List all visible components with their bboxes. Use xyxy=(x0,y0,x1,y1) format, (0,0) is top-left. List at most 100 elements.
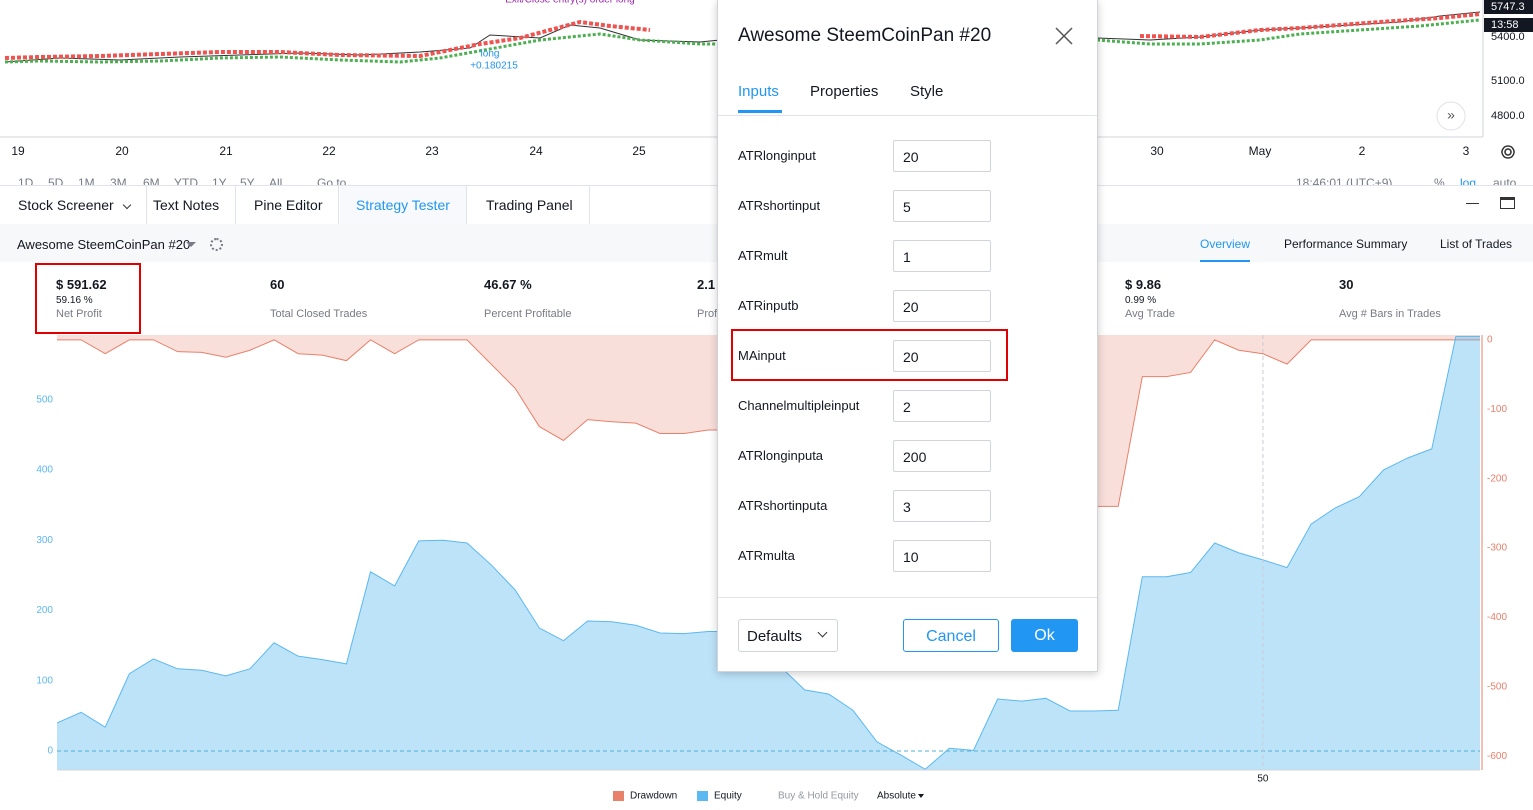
date-label: 2 xyxy=(1359,144,1366,158)
y-tick-label: 100 xyxy=(36,675,53,686)
range-button[interactable]: YTD xyxy=(174,176,198,186)
range-button[interactable]: 5D xyxy=(48,176,64,186)
close-icon[interactable] xyxy=(1055,27,1073,45)
price-label: 4800.0 xyxy=(1491,110,1525,122)
dialog-divider xyxy=(718,115,1097,116)
scale-select: Absolute xyxy=(877,791,916,802)
dropdown-caret[interactable] xyxy=(186,242,196,247)
input-label: ATRshortinputa xyxy=(738,498,828,513)
maximize-icon[interactable] xyxy=(1500,197,1515,209)
highlight-box xyxy=(35,263,141,334)
y2-tick-label: -400 xyxy=(1487,612,1507,623)
stat-percent: 59.16 % xyxy=(56,295,93,306)
legend-label: Equity xyxy=(714,791,742,802)
input-field[interactable]: 2 xyxy=(893,390,991,422)
stat-label: Net Profit xyxy=(56,308,102,320)
price-label: 5100.0 xyxy=(1491,75,1525,87)
range-button[interactable]: 1D xyxy=(18,176,34,186)
range-button[interactable]: 3M xyxy=(110,176,127,186)
short-stops xyxy=(1139,12,1481,40)
price-label: 13:58 xyxy=(1491,19,1519,31)
input-label: ATRmulta xyxy=(738,548,795,563)
date-label: 19 xyxy=(11,144,25,158)
input-field[interactable]: 10 xyxy=(893,540,991,572)
y2-tick-label: -600 xyxy=(1487,751,1507,762)
stat-label: Total Closed Trades xyxy=(270,308,368,320)
date-label: 20 xyxy=(115,144,129,158)
legend-label: Drawdown xyxy=(630,791,677,802)
y2-tick-label: 0 xyxy=(1487,334,1493,345)
stat-value: $ 591.62 xyxy=(56,277,107,292)
input-label: ATRmult xyxy=(738,248,788,263)
date-label: 25 xyxy=(632,144,646,158)
date-label: 21 xyxy=(219,144,233,158)
stat-value: 2.1 xyxy=(697,277,716,292)
active-underline xyxy=(738,110,782,113)
goto-button[interactable]: Go to... xyxy=(317,176,357,186)
x-tick-label: 50 xyxy=(1257,774,1269,785)
view-tab[interactable]: Performance Summary xyxy=(1284,237,1408,251)
input-label: ATRlonginput xyxy=(738,148,816,163)
price-label: 5400.0 xyxy=(1491,31,1525,43)
settings-icon[interactable] xyxy=(1501,145,1515,159)
range-button[interactable]: 5Y xyxy=(240,176,255,186)
legend-swatch xyxy=(613,791,624,801)
view-tab[interactable]: List of Trades xyxy=(1440,237,1513,251)
input-label: ATRinputb xyxy=(738,298,799,313)
input-field[interactable]: 1 xyxy=(893,240,991,272)
y2-tick-label: -500 xyxy=(1487,681,1507,692)
stat-label: Avg # Bars in Trades xyxy=(1339,308,1441,320)
y2-tick-label: -200 xyxy=(1487,473,1507,484)
stat-label: Percent Profitable xyxy=(484,308,572,320)
dialog-tab[interactable]: Style xyxy=(910,83,944,100)
input-field[interactable]: 20 xyxy=(893,340,991,372)
legend-label: Buy & Hold Equity xyxy=(778,791,859,802)
trade-annotation: long xyxy=(481,49,500,60)
input-label: Channelmultipleinput xyxy=(738,398,860,413)
range-button[interactable]: All xyxy=(269,176,283,186)
input-field[interactable]: 20 xyxy=(893,140,991,172)
scroll-button[interactable] xyxy=(1436,101,1466,131)
y-tick-label: 200 xyxy=(36,605,53,616)
input-field[interactable]: 3 xyxy=(893,490,991,522)
close-button[interactable] xyxy=(1055,27,1073,45)
input-label: ATRshortinput xyxy=(738,198,821,213)
range-button[interactable]: 1Y xyxy=(212,176,227,186)
range-button[interactable]: 6M xyxy=(143,176,160,186)
settings-icon[interactable] xyxy=(210,238,223,251)
dialog-tab[interactable]: Inputs xyxy=(738,83,779,100)
y2-tick-label: -100 xyxy=(1487,404,1507,415)
strategy-name[interactable]: Awesome SteemCoinPan #20 xyxy=(17,237,191,252)
minimize-icon[interactable] xyxy=(1466,203,1479,204)
tab[interactable]: Trading Panel xyxy=(470,186,590,224)
stat-value: $ 9.86 xyxy=(1125,277,1162,292)
dialog-title: Awesome SteemCoinPan #20 xyxy=(738,25,992,46)
clock: 18:46:01 (UTC+9) xyxy=(1296,176,1393,186)
tab[interactable]: Pine Editor xyxy=(238,186,340,224)
y2-tick-label: -300 xyxy=(1487,543,1507,554)
date-label: 23 xyxy=(425,144,439,158)
range-button[interactable]: 1M xyxy=(78,176,95,186)
date-label: 3 xyxy=(1463,144,1470,158)
dropdown-caret xyxy=(918,794,924,798)
long-stops xyxy=(1096,18,1481,46)
last-price-tag xyxy=(1484,0,1533,14)
input-field[interactable]: 20 xyxy=(893,290,991,322)
input-field[interactable]: 200 xyxy=(893,440,991,472)
input-field[interactable]: 5 xyxy=(893,190,991,222)
tab[interactable]: Strategy Tester xyxy=(340,186,467,224)
price-chart: » 19 20 21 22 23 24 25 30 May 2 35747.313:585400.0… xyxy=(0,0,1533,159)
cancel-button[interactable]: Cancel xyxy=(903,619,999,652)
scale-option[interactable]: % xyxy=(1434,176,1445,186)
dialog-tab[interactable]: Properties xyxy=(810,83,879,100)
scale-option[interactable]: log xyxy=(1460,176,1477,186)
stat-value: 30 xyxy=(1339,277,1354,292)
price-label: 5747.3 xyxy=(1491,1,1525,13)
date-label: 24 xyxy=(529,144,543,158)
ok-button[interactable]: Ok xyxy=(1011,619,1078,652)
view-tab[interactable]: Overview xyxy=(1200,237,1251,251)
scale-option[interactable]: auto xyxy=(1493,176,1517,186)
tab[interactable]: Text Notes xyxy=(137,186,237,224)
tab[interactable]: Stock Screener xyxy=(2,186,147,224)
scroll-icon[interactable]: » xyxy=(1447,107,1455,123)
